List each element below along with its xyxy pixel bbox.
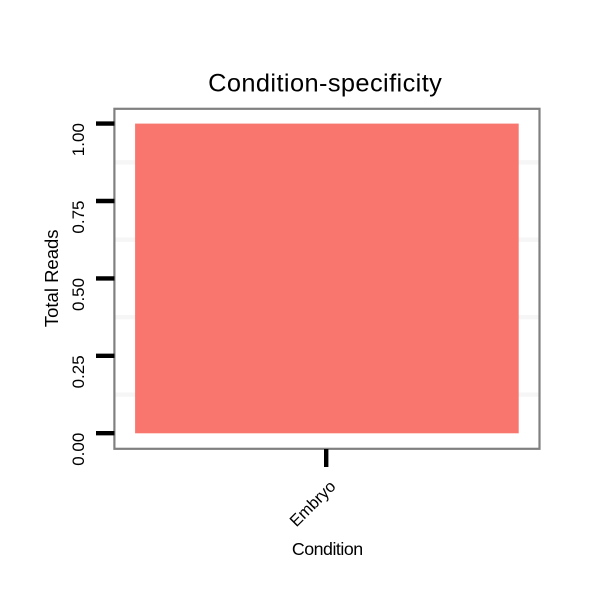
svg-text:0.25: 0.25 — [69, 355, 88, 388]
svg-text:1.00: 1.00 — [69, 123, 88, 156]
svg-text:Total Reads: Total Reads — [41, 229, 62, 327]
svg-text:0.00: 0.00 — [69, 433, 88, 466]
svg-text:0.75: 0.75 — [69, 201, 88, 234]
svg-text:0.50: 0.50 — [69, 278, 88, 311]
svg-text:Condition: Condition — [292, 539, 363, 559]
svg-text:Condition-specificity: Condition-specificity — [208, 70, 442, 98]
